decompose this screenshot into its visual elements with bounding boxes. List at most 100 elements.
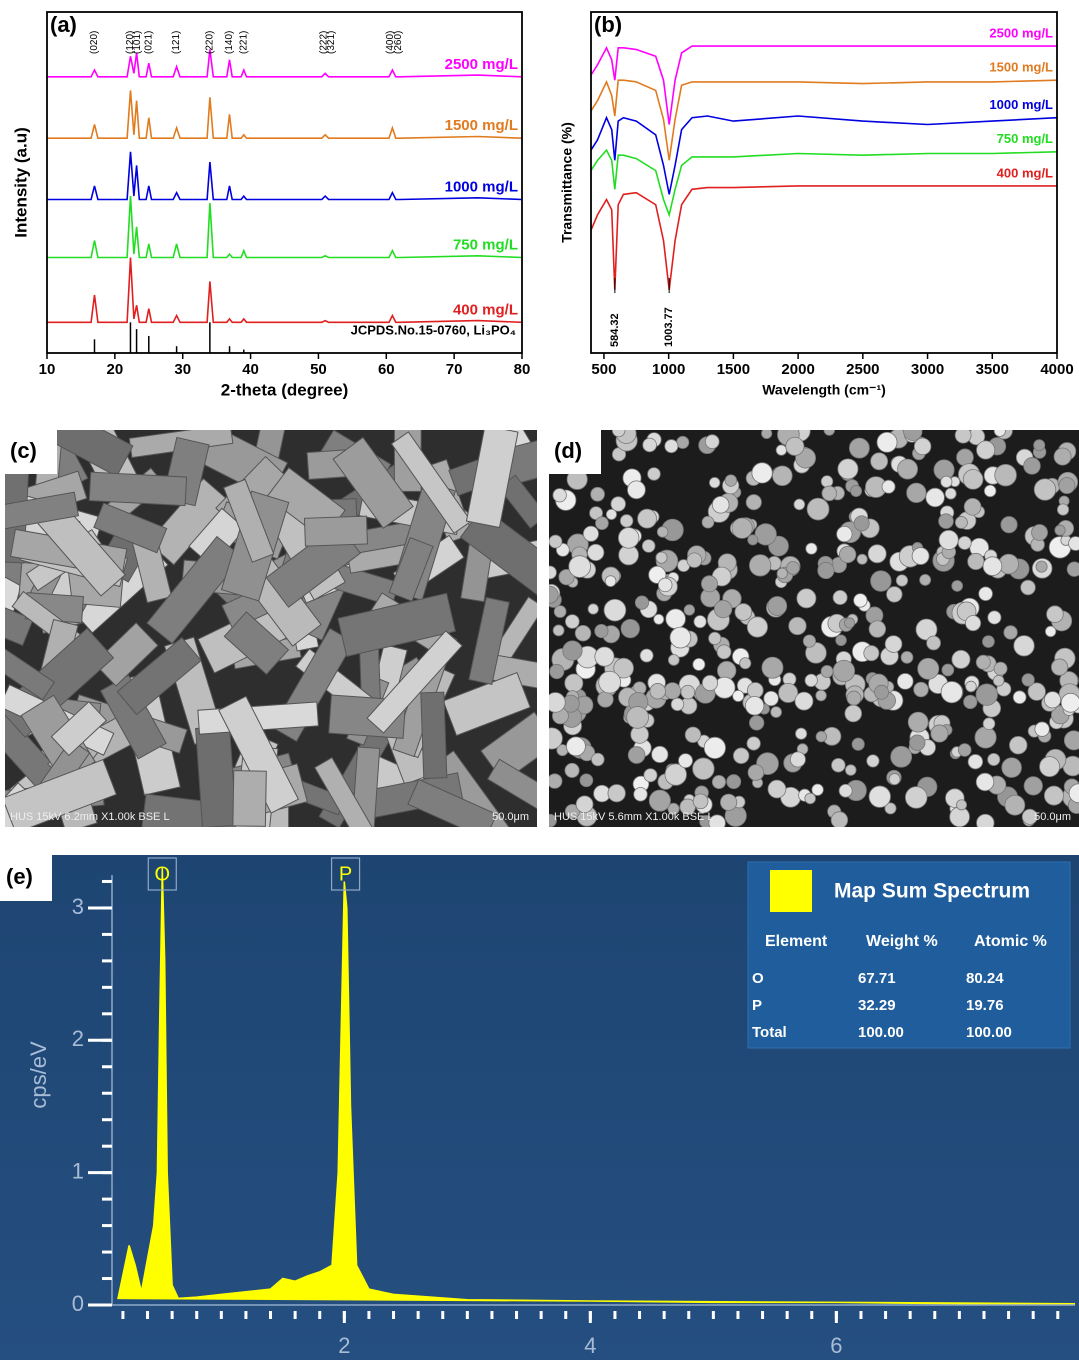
particle [657, 577, 673, 593]
particle [627, 480, 646, 500]
table-cell: O [752, 970, 764, 987]
peak-label: (220) [204, 31, 215, 54]
particle [1039, 756, 1061, 778]
particle [603, 598, 627, 622]
particle [549, 692, 566, 713]
series-line [47, 151, 523, 201]
particle [604, 575, 617, 588]
particle [708, 476, 721, 489]
crystal [337, 592, 456, 657]
particle [976, 813, 995, 827]
particle [913, 437, 932, 456]
particle [817, 561, 835, 580]
particle [994, 463, 1017, 487]
particle [868, 620, 887, 638]
particle [680, 684, 696, 700]
particle [619, 514, 634, 528]
particle [579, 773, 594, 788]
crystal [146, 535, 243, 645]
x-tick-label: 20 [107, 361, 124, 378]
particle [564, 614, 580, 629]
particle [975, 683, 998, 706]
particle [575, 795, 594, 814]
particle [720, 793, 738, 811]
particle [670, 697, 685, 712]
particle [1054, 524, 1066, 536]
table-cell: 100.00 [966, 1024, 1012, 1041]
particle [749, 715, 765, 731]
particle [974, 726, 997, 749]
particle [745, 494, 762, 511]
particle [856, 553, 868, 565]
particle [686, 552, 703, 568]
particle [982, 635, 995, 648]
particle [830, 811, 849, 827]
particle [549, 727, 563, 750]
particle [633, 787, 648, 802]
x-tick-label: 30 [174, 361, 191, 378]
panel-label: (e) [6, 864, 33, 889]
particle [748, 554, 772, 577]
particle [917, 657, 940, 680]
particle [587, 603, 599, 615]
particle [562, 640, 583, 661]
x-axis-label: 2-theta (degree) [221, 380, 349, 399]
peak-label: (120) [125, 31, 136, 54]
image-caption: HUS 15kV 5.6mm X1.00k BSE L [554, 811, 714, 823]
particle [701, 674, 719, 692]
particle [611, 430, 626, 438]
particle [870, 452, 889, 471]
particle [844, 764, 857, 776]
legend-entry: 1500 mg/L [445, 117, 518, 134]
particle [876, 431, 898, 453]
x-tick-label: 3500 [976, 361, 1009, 378]
particle [993, 430, 1006, 437]
plot-frame [46, 11, 523, 354]
image-caption: HUS 15kV 6.2mm X1.00k BSE L [10, 811, 170, 823]
panel-label: (a) [50, 12, 77, 37]
particle [1046, 605, 1064, 623]
particle [610, 496, 626, 512]
x-axis-label: Wavelength (cm⁻¹) [762, 382, 886, 398]
particle [805, 542, 818, 555]
crystal [442, 671, 531, 737]
peak-box [147, 857, 177, 891]
particle [549, 534, 563, 549]
particle [987, 753, 1001, 767]
crystal [18, 430, 134, 477]
legend-entry: 400 mg/L [997, 165, 1053, 180]
particle [1044, 625, 1057, 638]
crystal [390, 431, 472, 534]
particle [978, 586, 993, 602]
x-tick-label: 4000 [1040, 361, 1073, 378]
peak-box [330, 857, 361, 891]
peak-label: (321) [326, 31, 337, 54]
x-tick-label: 500 [591, 361, 616, 378]
particle [844, 704, 863, 723]
crystal [5, 599, 34, 646]
particle [1021, 808, 1038, 825]
particle [637, 508, 657, 529]
particle [802, 634, 817, 648]
particle [982, 717, 996, 730]
crystal [366, 630, 463, 734]
series-line [590, 45, 1057, 125]
particle [617, 527, 640, 549]
particle [962, 469, 984, 490]
particle [684, 726, 702, 743]
crystal [313, 756, 380, 827]
particle [595, 516, 609, 531]
particle [747, 534, 759, 546]
particle [663, 682, 682, 700]
particle [713, 599, 733, 619]
particle [598, 670, 621, 694]
particle [653, 613, 665, 625]
particle [804, 792, 816, 805]
particle [574, 624, 592, 642]
particle [836, 525, 853, 543]
particle [627, 746, 646, 764]
x-tick-label: 70 [446, 361, 463, 378]
crystal [388, 536, 434, 602]
particle [919, 573, 932, 586]
panel-label-box [5, 430, 57, 474]
